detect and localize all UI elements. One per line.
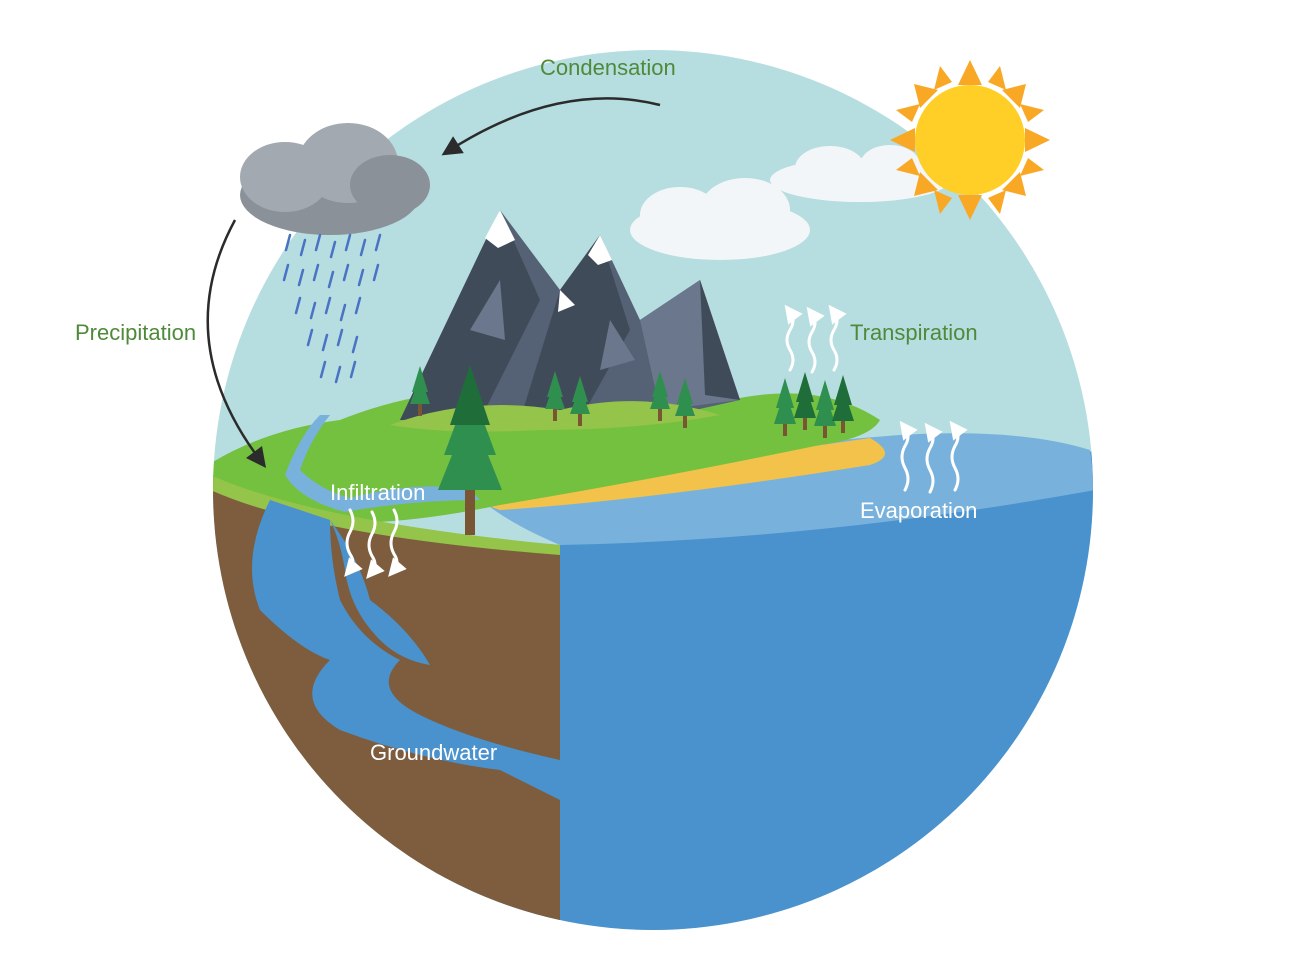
evaporation-label: Evaporation (860, 498, 977, 524)
condensation-label: Condensation (540, 55, 676, 81)
transpiration-label: Transpiration (850, 320, 978, 346)
infiltration-label: Infiltration (330, 480, 425, 506)
precipitation-label: Precipitation (75, 320, 196, 346)
sun-icon (890, 60, 1050, 220)
groundwater-label: Groundwater (370, 740, 497, 766)
diagram-svg (0, 0, 1307, 980)
water-cycle-diagram: Condensation Precipitation Transpiration… (0, 0, 1307, 980)
